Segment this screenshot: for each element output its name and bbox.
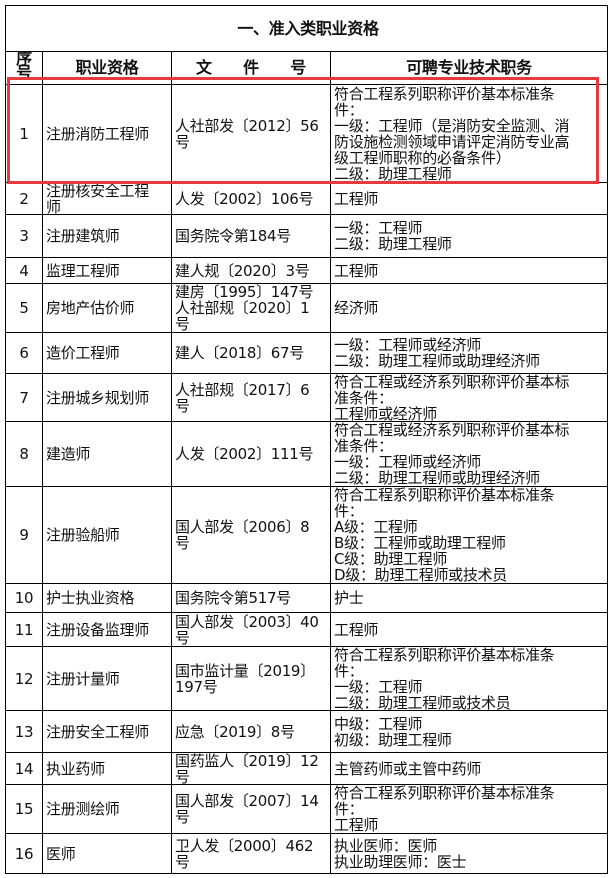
cell-document: 国人部发〔2007〕14 号 <box>175 792 319 826</box>
cell-qualification: 护士执业资格 <box>46 589 135 607</box>
cell-no: 4 <box>19 261 29 280</box>
cell-qualification: 注册测绘师 <box>46 800 120 818</box>
title-row: 一、准入类职业资格 <box>5 5 608 52</box>
cell-no: 5 <box>19 299 29 317</box>
table-row: 1 注册消防工程师 人社部发〔2012〕56 号符合工程系列职称评价基本标准条 件：… <box>5 84 608 183</box>
table-row: 12 注册计量师 国市监计量〔2019〕 197号 符合工程系列职称评价基本标准条 件… <box>5 646 608 711</box>
table-row: 3 注册建筑师 国务院令第184号 一级：工程师 二级：助理工程师 <box>5 214 608 258</box>
header-document: 文 件 号 <box>196 58 306 77</box>
table-row: 8 建造师 人发〔2002〕111号 符合工程或经济系列职称评价基本标 准条件： 一级… <box>5 421 608 487</box>
header-row: 序 号 职业资格 文 件 号 可聘专业技术职务 <box>5 51 608 85</box>
cell-positions: 符合工程或经济系列职称评价基本标 准条件： 一级：工程师或经济师 二级：助理工程… <box>334 422 570 486</box>
table-row: 6 造价工程师 建人〔2018〕67号 一级：工程师或经济师 二级：助理工程师或助理经… <box>5 332 608 374</box>
cell-no: 1 <box>19 124 29 143</box>
cell-qualification: 注册核安全工程 师 <box>46 183 149 214</box>
header-positions: 可聘专业技术职务 <box>406 58 532 77</box>
cell-positions: 工程师 <box>334 189 379 208</box>
cell-positions: 符合工程系列职称评价基本标准条 件： 一级：工程师 二级：助理工程师或技术员 <box>334 647 555 710</box>
cell-positions: 工程师 <box>334 620 379 639</box>
cell-no: 7 <box>19 388 29 407</box>
cell-positions: 一级：工程师 二级：助理工程师 <box>334 219 452 253</box>
cell-positions: 符合工程或经济系列职称评价基本标 准条件： 工程师或经济师 <box>334 374 570 421</box>
table-row: 15 注册测绘师 国人部发〔2007〕14 号符合工程系列职称评价基本标准条 件： … <box>5 784 608 834</box>
table-row: 5 房地产估价师 建房〔1995〕147号 人社部规〔2020〕1 号 经济师 <box>5 283 608 333</box>
cell-no: 9 <box>19 526 29 544</box>
cell-no: 16 <box>14 844 34 863</box>
cell-document: 国人部发〔2006〕8 号 <box>175 518 310 552</box>
cell-document: 国人部发〔2003〕40 号 <box>175 613 319 646</box>
table-row: 14 执业药师 国药监人〔2019〕12 号主管药师或主管中药师 <box>5 752 608 785</box>
cell-qualification: 注册城乡规划师 <box>46 388 149 407</box>
cell-no: 13 <box>14 722 34 741</box>
cell-positions: 经济师 <box>334 299 379 317</box>
table-row: 7 注册城乡规划师 人社部规〔2017〕6 号符合工程或经济系列职称评价基本标 准条… <box>5 373 608 422</box>
table-row: 13 注册安全工程师 应急〔2019〕8号 中级：工程师 初级：助理工程师 <box>5 710 608 753</box>
cell-document: 建人〔2018〕67号 <box>175 344 304 362</box>
cell-positions: 执业医师：医师 执业助理医师：医士 <box>334 836 467 871</box>
table-row: 9 注册验船师 国人部发〔2006〕8 号符合工程系列职称评价基本标准条 件： A级… <box>5 486 608 584</box>
cell-positions: 一级：工程师或经济师 二级：助理工程师或助理经济师 <box>334 336 540 370</box>
cell-qualification: 医师 <box>46 844 76 863</box>
header-qualification: 职业资格 <box>75 58 139 77</box>
header-no: 序 号 <box>16 52 32 82</box>
cell-qualification: 房地产估价师 <box>46 299 135 317</box>
table-row: 10 护士执业资格 国务院令第517号 护士 <box>5 583 608 613</box>
cell-positions: 主管药师或主管中药师 <box>334 759 482 778</box>
cell-positions: 中级：工程师 初级：助理工程师 <box>334 714 452 749</box>
cell-no: 14 <box>14 759 34 778</box>
cell-document: 国务院令第517号 <box>175 589 291 607</box>
cell-no: 10 <box>14 589 34 607</box>
cell-qualification: 注册安全工程师 <box>46 722 149 741</box>
cell-qualification: 注册消防工程师 <box>46 124 149 143</box>
cell-qualification: 注册验船师 <box>46 526 120 544</box>
cell-qualification: 造价工程师 <box>46 344 120 362</box>
table-row: 11 注册设备监理师 国人部发〔2003〕40 号工程师 <box>5 612 608 647</box>
cell-qualification: 监理工程师 <box>46 261 120 280</box>
table-title: 一、准入类职业资格 <box>237 18 379 38</box>
cell-positions: 符合工程系列职称评价基本标准条 件： 工程师 <box>334 785 555 833</box>
cell-no: 3 <box>19 227 29 245</box>
table-row: 16 医师 卫人发〔2000〕462 号执业医师：医师 执业助理医师：医士 <box>5 833 608 874</box>
qualification-table: 一、准入类职业资格 序 号 职业资格 文 件 号 可聘专业技术职务 1 注册消防工… <box>5 5 608 874</box>
cell-document: 国市监计量〔2019〕 197号 <box>175 661 315 696</box>
cell-document: 建人规〔2020〕3号 <box>175 261 310 280</box>
cell-qualification: 注册建筑师 <box>46 227 120 245</box>
cell-qualification: 执业药师 <box>46 759 105 778</box>
table-row: 4 监理工程师 建人规〔2020〕3号 工程师 <box>5 257 608 284</box>
cell-qualification: 建造师 <box>46 445 91 463</box>
cell-no: 6 <box>19 344 29 362</box>
cell-document: 国务院令第184号 <box>175 227 291 245</box>
cell-qualification: 注册设备监理师 <box>46 620 149 639</box>
cell-positions: 符合工程系列职称评价基本标准条 件： 一级：工程师（是消防安全监测、消 防设施检… <box>334 85 570 182</box>
cell-no: 11 <box>14 620 34 639</box>
cell-document: 国药监人〔2019〕12 号 <box>175 753 319 784</box>
cell-document: 人发〔2002〕111号 <box>175 445 314 463</box>
cell-no: 15 <box>14 800 34 818</box>
cell-document: 人发〔2002〕106号 <box>175 189 314 208</box>
cell-positions: 符合工程系列职称评价基本标准条 件： A级：工程师 B级：工程师或助理工程师 C… <box>334 487 555 583</box>
cell-no: 2 <box>19 189 29 208</box>
cell-document: 人社部发〔2012〕56 号 <box>175 116 319 151</box>
cell-document: 人社部规〔2017〕6 号 <box>175 380 310 415</box>
cell-no: 8 <box>19 445 29 463</box>
table-row: 2 注册核安全工程 师 人发〔2002〕106号 工程师 <box>5 182 608 215</box>
cell-no: 12 <box>14 669 34 688</box>
cell-positions: 工程师 <box>334 261 379 280</box>
cell-document: 应急〔2019〕8号 <box>175 722 295 741</box>
cell-positions: 护士 <box>334 589 364 607</box>
cell-qualification: 注册计量师 <box>46 669 120 688</box>
cell-document: 卫人发〔2000〕462 号 <box>175 836 314 871</box>
cell-document: 建房〔1995〕147号 人社部规〔2020〕1 号 <box>175 284 314 332</box>
